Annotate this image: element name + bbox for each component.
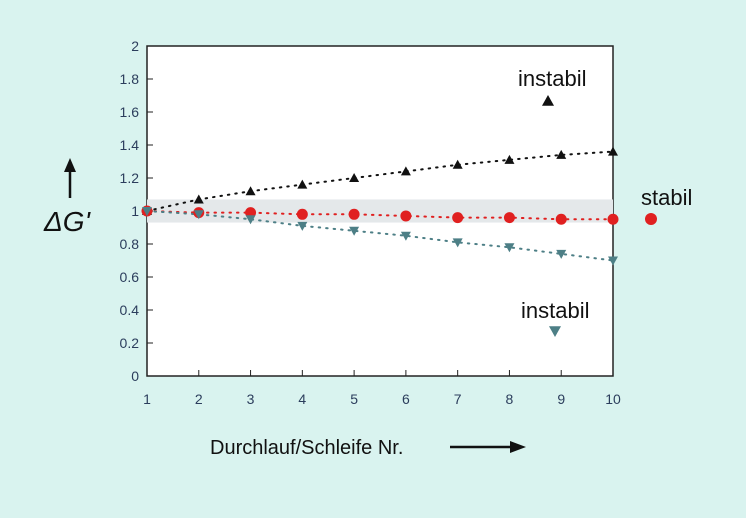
x-tick-label: 5 bbox=[350, 391, 358, 407]
annotation-stable-marker bbox=[645, 213, 657, 225]
y-tick-label: 1.4 bbox=[120, 137, 140, 153]
y-tick-label: 0.8 bbox=[120, 236, 140, 252]
data-point-stable bbox=[452, 212, 464, 224]
x-tick-label: 1 bbox=[143, 391, 151, 407]
data-point-unstable-up bbox=[504, 154, 515, 164]
annotation-stable-label: stabil bbox=[641, 185, 692, 210]
x-tick-label: 3 bbox=[247, 391, 255, 407]
x-axis-arrow-icon bbox=[510, 441, 526, 453]
y-tick-label: 0 bbox=[131, 368, 139, 384]
y-axis-title: ΔG' bbox=[43, 158, 92, 237]
annotation-upper: instabil bbox=[518, 66, 586, 106]
annotation-lower: instabil bbox=[521, 298, 589, 337]
data-point-unstable-down bbox=[556, 249, 567, 259]
x-tick-label: 10 bbox=[605, 391, 621, 407]
y-tick-label: 1 bbox=[131, 203, 139, 219]
x-tick-label: 9 bbox=[557, 391, 565, 407]
data-point-unstable-down bbox=[452, 238, 463, 248]
data-point-unstable-down bbox=[400, 231, 411, 241]
y-tick-label: 1.2 bbox=[120, 170, 140, 186]
data-point-unstable-up bbox=[297, 179, 308, 189]
y-axis-label: ΔG' bbox=[43, 206, 92, 237]
trend-line bbox=[146, 210, 614, 262]
stable-band bbox=[147, 199, 613, 223]
y-axis-arrow-icon bbox=[64, 158, 76, 172]
y-tick-label: 1.6 bbox=[120, 104, 140, 120]
x-tick-label: 2 bbox=[195, 391, 203, 407]
data-point-unstable-down bbox=[193, 210, 204, 220]
data-point-unstable-up bbox=[349, 173, 360, 182]
data-point-unstable-up bbox=[400, 166, 411, 176]
data-point-unstable-down bbox=[608, 256, 618, 266]
x-tick-label: 6 bbox=[402, 391, 410, 407]
x-axis-title: Durchlauf/Schleife Nr. bbox=[210, 437, 526, 459]
y-tick-label: 0.4 bbox=[120, 302, 140, 318]
x-tick-label: 7 bbox=[454, 391, 462, 407]
data-point-stable bbox=[400, 210, 412, 222]
data-point-stable bbox=[348, 208, 360, 220]
data-point-stable bbox=[503, 212, 515, 224]
data-point-unstable-up bbox=[556, 149, 567, 159]
data-point-unstable-down bbox=[349, 226, 360, 236]
y-tick-label: 0.6 bbox=[120, 269, 140, 285]
data-point-unstable-up bbox=[193, 194, 204, 204]
trend-line bbox=[146, 210, 614, 221]
annotation-upper-marker bbox=[542, 95, 554, 106]
data-point-unstable-down bbox=[297, 221, 308, 231]
x-tick-label: 4 bbox=[298, 391, 306, 407]
y-tick-label: 1.8 bbox=[120, 71, 140, 87]
data-point-unstable-up bbox=[608, 146, 618, 156]
data-point-unstable-down bbox=[245, 215, 256, 225]
data-point-unstable-down bbox=[504, 243, 515, 253]
x-axis-label: Durchlauf/Schleife Nr. bbox=[210, 437, 403, 459]
data-point-unstable-up bbox=[245, 186, 256, 196]
data-point-unstable-down bbox=[142, 207, 152, 216]
annotation-stable: stabil bbox=[641, 185, 692, 225]
data-point-stable bbox=[607, 213, 619, 225]
x-tick-label: 8 bbox=[506, 391, 514, 407]
data-point-stable bbox=[296, 208, 308, 220]
annotation-lower-label: instabil bbox=[521, 298, 589, 323]
y-tick-label: 0.2 bbox=[120, 335, 140, 351]
data-point-unstable-up bbox=[452, 159, 463, 169]
annotation-lower-marker bbox=[549, 326, 561, 337]
data-point-stable bbox=[555, 213, 567, 225]
trend-line bbox=[146, 150, 614, 212]
y-tick-label: 2 bbox=[131, 38, 139, 54]
annotation-upper-label: instabil bbox=[518, 66, 586, 91]
